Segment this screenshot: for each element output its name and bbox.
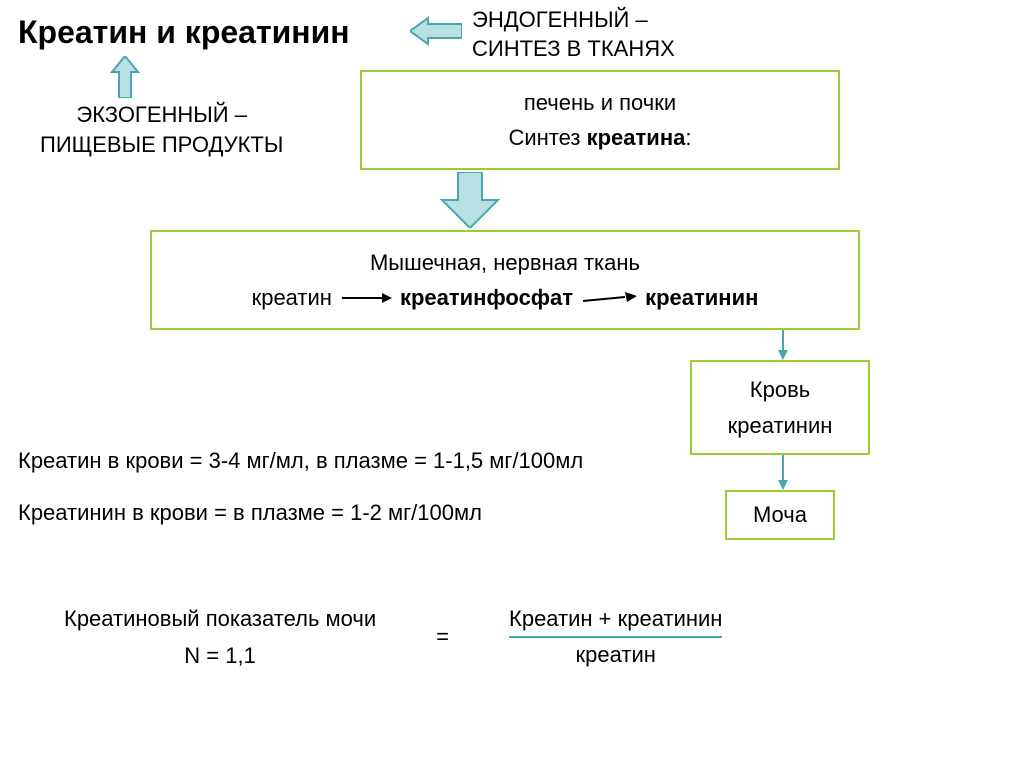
seq-c: креатинин [645, 280, 758, 315]
box-liver-kidney: печень и почки Синтез креатина: [360, 70, 840, 170]
arrow-box2-box3-icon [776, 330, 790, 360]
seq-b: креатинфосфат [400, 280, 573, 315]
box-blood: Кровь креатинин [690, 360, 870, 455]
exogenous-label: ЭКЗОГЕННЫЙ – ПИЩЕВЫЕ ПРОДУКТЫ [40, 100, 283, 159]
page-title: Креатин и креатинин [18, 14, 350, 51]
formula-left: Креатиновый показатель мочи N = 1,1 [64, 600, 376, 675]
endogenous-label: ЭНДОГЕННЫЙ – СИНТЕЗ В ТКАНЯХ [472, 6, 675, 63]
exo-line1: ЭКЗОГЕННЫЙ – [40, 100, 283, 130]
formula-left-l2: N = 1,1 [64, 637, 376, 674]
data-line-2: Креатинин в крови = в плазме = 1-2 мг/10… [18, 500, 482, 526]
formula-num: Креатин + креатинин [509, 606, 722, 632]
seq-a: креатин [252, 280, 332, 315]
data-line-1: Креатин в крови = 3-4 мг/мл, в плазме = … [18, 448, 583, 474]
box2-seq: креатин креатинфосфат креатинин [252, 280, 759, 315]
formula-fraction: Креатин + креатинин креатин [509, 606, 722, 668]
exo-line2: ПИЩЕВЫЕ ПРОДУКТЫ [40, 130, 283, 160]
seq-arrow-ab-icon [340, 291, 392, 305]
arrow-left-icon [410, 16, 462, 46]
arrow-box3-box4-icon [776, 455, 790, 490]
box1-l2-post: : [685, 125, 691, 150]
arrow-up-icon [110, 56, 140, 98]
seq-arrow-bc-icon [581, 290, 637, 306]
box1-line1: печень и почки [524, 85, 676, 120]
title-text: Креатин и креатинин [18, 14, 350, 50]
endo-line2: СИНТЕЗ В ТКАНЯХ [472, 35, 675, 64]
fraction-line [509, 636, 722, 638]
box1-l2-pre: Синтез [509, 125, 587, 150]
box4-line1: Моча [753, 502, 807, 528]
arrow-down-big-icon [440, 172, 500, 228]
box2-line1: Мышечная, нервная ткань [370, 245, 640, 280]
endo-line1: ЭНДОГЕННЫЙ – [472, 6, 675, 35]
box1-l2-b: креатина [587, 125, 686, 150]
box3-line1: Кровь [750, 372, 810, 407]
box-muscle-nerve: Мышечная, нервная ткань креатин креатинф… [150, 230, 860, 330]
formula-den: креатин [576, 642, 656, 668]
formula-eq: = [436, 624, 449, 650]
box1-line2: Синтез креатина: [509, 120, 692, 155]
box-urine: Моча [725, 490, 835, 540]
formula-left-l1: Креатиновый показатель мочи [64, 600, 376, 637]
formula: Креатиновый показатель мочи N = 1,1 = Кр… [64, 600, 722, 675]
box3-line2: креатинин [728, 408, 833, 443]
